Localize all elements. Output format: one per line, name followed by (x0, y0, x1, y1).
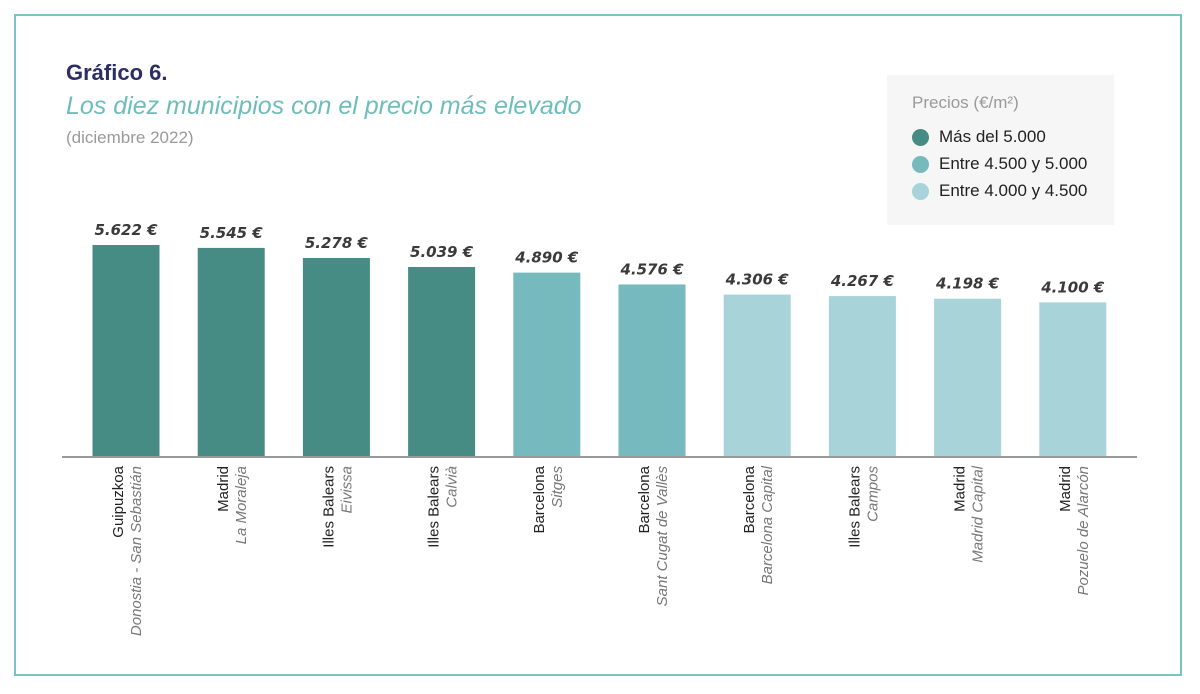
data-label: 5.039 € (410, 243, 474, 261)
data-label: 5.545 € (200, 224, 264, 242)
category-municipality: Barcelona Capital (759, 465, 776, 584)
bar (828, 296, 896, 457)
data-label: 4.306 € (725, 271, 790, 289)
bar (92, 245, 160, 457)
data-label: 4.198 € (935, 275, 1000, 293)
category-province: Guipuzkoa (110, 465, 127, 537)
legend-item-low: Entre 4.000 y 4.500 (912, 181, 1087, 201)
legend-label: Entre 4.000 y 4.500 (939, 181, 1088, 200)
data-label: 4.890 € (514, 249, 579, 267)
category-municipality: Madrid Capital (970, 465, 987, 562)
category-province: Madrid (952, 466, 969, 512)
category-municipality: Sant Cugat de Vallès (654, 466, 671, 607)
category-municipality: Eivissa (338, 466, 355, 514)
bar (934, 298, 1002, 457)
category-province: Barcelona (531, 465, 548, 533)
bar (408, 266, 476, 457)
category-municipality: La Moraleja (233, 466, 250, 544)
category-province: Madrid (1057, 466, 1074, 512)
bar (513, 272, 581, 457)
chart-date: (diciembre 2022) (66, 128, 194, 147)
category-province: Barcelona (636, 465, 653, 533)
category-municipality: Pozuelo de Alarcón (1075, 466, 1092, 596)
data-label: 4.576 € (619, 260, 684, 278)
bar (723, 294, 791, 457)
legend-swatch (912, 128, 929, 146)
category-province: Madrid (215, 466, 232, 512)
legend-label: Más del 5.000 (939, 127, 1046, 146)
data-label: 5.278 € (305, 234, 369, 252)
category-province: Illes Balears (426, 466, 443, 548)
data-label: 5.622 € (94, 221, 158, 239)
legend-swatch (912, 182, 929, 200)
data-label: 4.267 € (830, 272, 895, 290)
bar (197, 247, 265, 457)
chart-frame (14, 14, 1182, 676)
category-province: Illes Balears (320, 466, 337, 548)
bar (618, 284, 686, 457)
legend-title: Precios (€/m²) (912, 93, 1019, 112)
chart-number: Gráfico 6. (66, 60, 168, 85)
bar (1039, 302, 1107, 457)
bar (302, 257, 370, 457)
legend: Precios (€/m²) Más del 5.000 Entre 4.500… (887, 75, 1114, 225)
data-label: 4.100 € (1040, 278, 1105, 296)
legend-item-mid: Entre 4.500 y 5.000 (912, 154, 1087, 174)
category-municipality: Campos (864, 466, 881, 522)
chart-title: Los diez municipios con el precio más el… (66, 92, 582, 120)
legend-label: Entre 4.500 y 5.000 (939, 154, 1088, 173)
legend-swatch (912, 155, 929, 173)
category-province: Illes Balears (846, 466, 863, 548)
category-municipality: Calvià (444, 466, 461, 508)
category-province: Barcelona (741, 465, 758, 533)
category-municipality: Donostia - San Sebastián (128, 466, 145, 636)
category-municipality: Sitges (549, 466, 566, 508)
legend-item-high: Más del 5.000 (912, 127, 1046, 147)
